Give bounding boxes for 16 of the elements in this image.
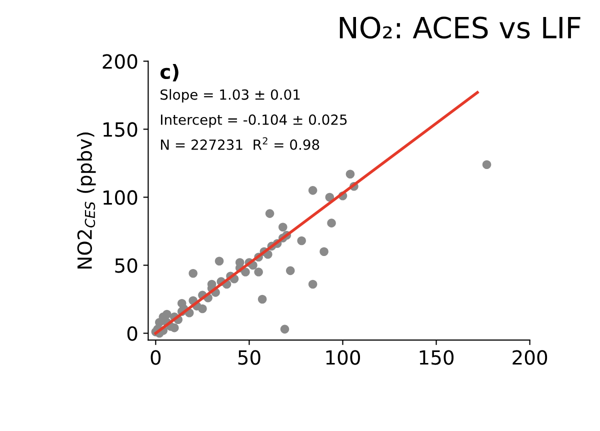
annotation: Intercept = -0.104 ± 0.025 — [161, 114, 347, 128]
x-tick-label: 200 — [512, 350, 548, 365]
chart-title: NO₂: ACES vs LIF — [340, 16, 580, 39]
y-tick-label: 0 — [127, 326, 138, 341]
x-tick-label: 0 — [150, 350, 161, 365]
x-tick-label: 150 — [420, 350, 454, 365]
y-tick-label: 50 — [115, 258, 138, 273]
annotation: c) — [160, 64, 178, 82]
annotation: N = 227231 R$^{2}$ = 0.98 — [161, 137, 320, 150]
y-tick-label: 200 — [102, 54, 138, 69]
x-tick-label: 50 — [238, 350, 260, 365]
y-tick-label: 100 — [104, 190, 138, 205]
y-tick-label: 150 — [104, 122, 138, 137]
y-axis-title: NO2$_{CES}$ (ppbv) — [76, 132, 96, 269]
annotation: Slope = 1.03 ± 0.01 — [160, 89, 300, 103]
x-tick-label: 100 — [326, 350, 360, 365]
